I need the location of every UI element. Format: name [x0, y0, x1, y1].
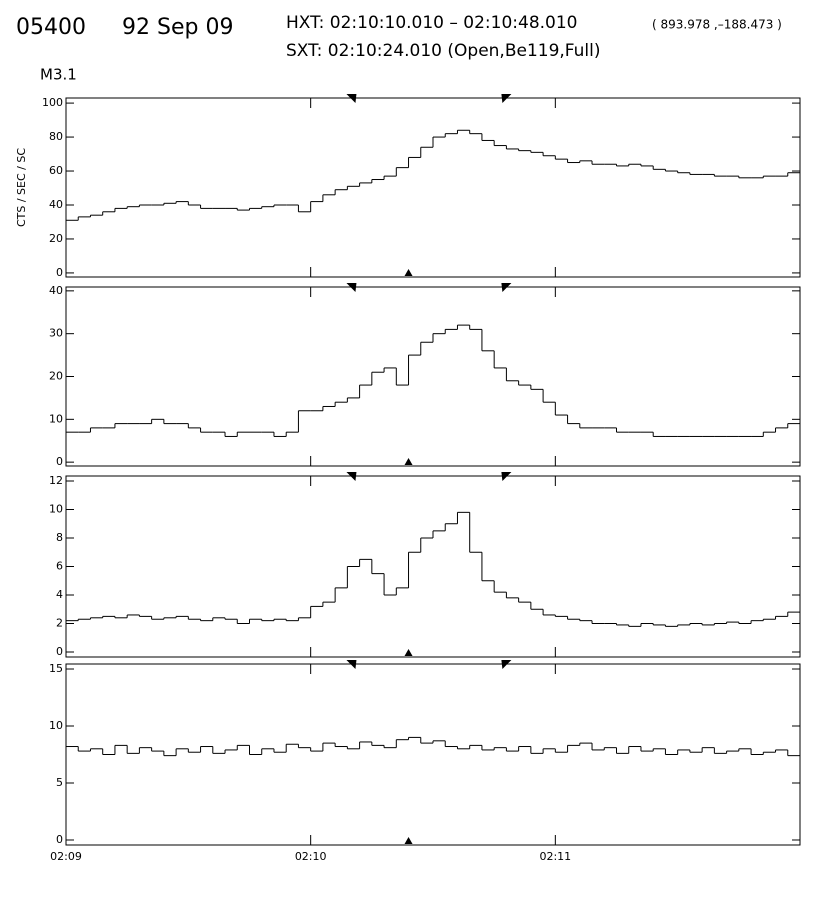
event-date: 92 Sep 09 [122, 15, 233, 40]
y-tick-label: 15 [49, 662, 63, 675]
y-tick-label: 12 [49, 474, 63, 487]
y-tick-label: 4 [56, 588, 63, 601]
y-tick-label: 40 [49, 284, 63, 297]
y-tick-label: 5 [56, 776, 63, 789]
y-tick-label: 80 [49, 130, 63, 143]
y-tick-label: 8 [56, 531, 63, 544]
y-axis-label: CTS / SEC / SC [15, 148, 28, 227]
event-number: 05400 [16, 15, 86, 40]
y-tick-label: 20 [49, 232, 63, 245]
y-tick-label: 40 [49, 198, 63, 211]
sxt-time: SXT: 02:10:24.010 (Open,Be119,Full) [286, 41, 601, 61]
hxt-marker [501, 660, 512, 669]
hxt-marker [501, 472, 512, 481]
hxt-interval: HXT: 02:10:10.010 – 02:10:48.010 [286, 13, 578, 33]
x-tick-label: 02:09 [50, 850, 82, 863]
x-tick-label: 02:10 [295, 850, 327, 863]
y-tick-label: 0 [56, 833, 63, 846]
y-tick-label: 6 [56, 560, 63, 573]
y-tick-label: 2 [56, 617, 63, 630]
y-tick-label: 20 [49, 370, 63, 383]
y-tick-label: 10 [49, 412, 63, 425]
hxt-marker [346, 660, 357, 669]
sxt-marker [404, 269, 413, 276]
hxt-marker [501, 94, 512, 103]
plot-frame [65, 286, 801, 467]
sxt-marker [404, 837, 413, 844]
position: ( 893.978 ,–188.473 ) [652, 18, 782, 32]
hxt-marker [501, 283, 512, 292]
plot-frame [65, 97, 801, 278]
hxt-marker [346, 94, 357, 103]
x-tick-label: 02:11 [539, 850, 571, 863]
hxt-marker [346, 283, 357, 292]
y-tick-label: 100 [42, 96, 63, 109]
hxt-marker [346, 472, 357, 481]
plot-frame [65, 663, 801, 846]
sxt-marker [404, 458, 413, 465]
y-tick-label: 0 [56, 645, 63, 658]
y-tick-label: 30 [49, 327, 63, 340]
y-tick-label: 10 [49, 502, 63, 515]
y-tick-label: 10 [49, 719, 63, 732]
flare-class: M3.1 [40, 66, 77, 84]
plot-frame [65, 475, 801, 658]
y-tick-label: 0 [56, 455, 63, 468]
sxt-marker [404, 649, 413, 656]
y-tick-label: 0 [56, 266, 63, 279]
y-tick-label: 60 [49, 164, 63, 177]
